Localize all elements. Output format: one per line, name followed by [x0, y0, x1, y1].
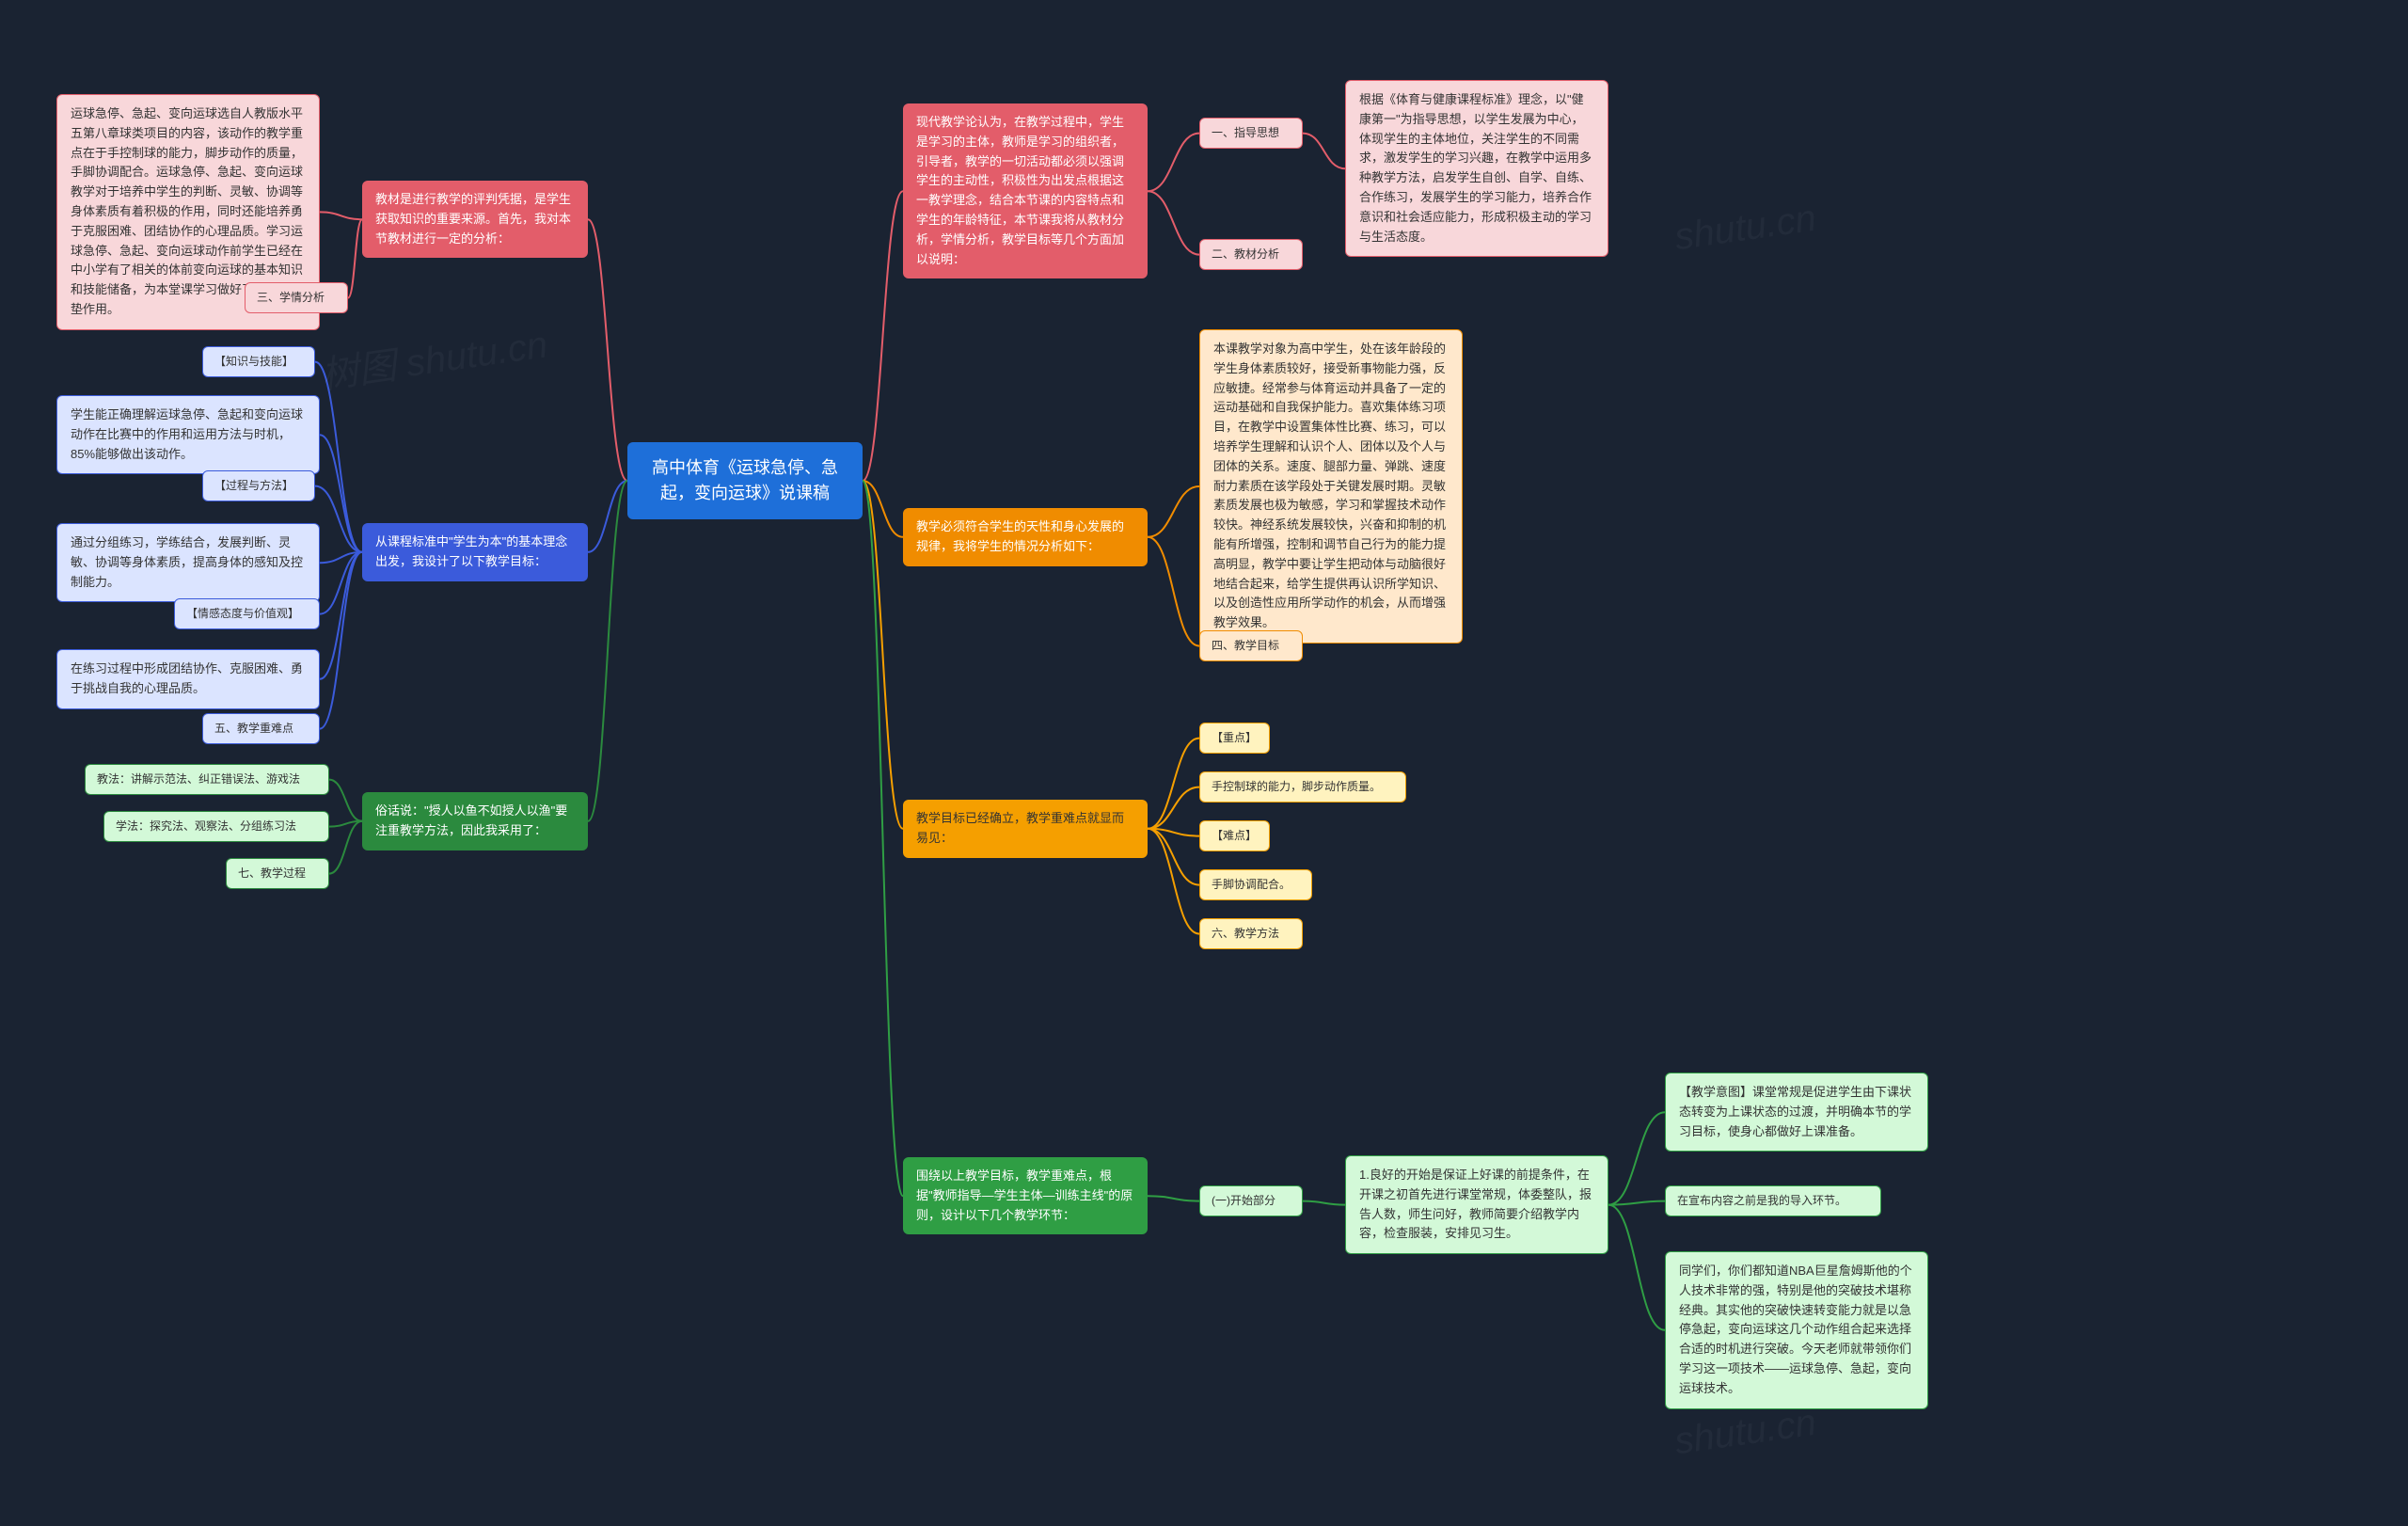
watermark: shutu.cn [1672, 198, 1819, 260]
mindmap-node[interactable]: 围绕以上教学目标，教学重难点，根据"教师指导—学生主体—训练主线"的原则，设计以… [903, 1157, 1148, 1234]
mindmap-node[interactable]: 【过程与方法】 [202, 470, 315, 501]
mindmap-node[interactable]: 四、教学目标 [1199, 630, 1303, 661]
mindmap-node[interactable]: 学法：探究法、观察法、分组练习法 [103, 811, 329, 842]
mindmap-node[interactable]: 【难点】 [1199, 820, 1270, 851]
mindmap-node[interactable]: 俗话说："授人以鱼不如授人以渔"要注重教学方法，因此我采用了： [362, 792, 588, 850]
mindmap-node[interactable]: 【重点】 [1199, 723, 1270, 754]
mindmap-node[interactable]: 从课程标准中"学生为本"的基本理念出发，我设计了以下教学目标： [362, 523, 588, 581]
mindmap-node[interactable]: 二、教材分析 [1199, 239, 1303, 270]
mindmap-root[interactable]: 高中体育《运球急停、急 起，变向运球》说课稿 [627, 442, 863, 519]
mindmap-node[interactable]: 【知识与技能】 [202, 346, 315, 377]
mindmap-node[interactable]: 本课教学对象为高中学生，处在该年龄段的学生身体素质较好，接受新事物能力强，反应敏… [1199, 329, 1463, 644]
mindmap-node[interactable]: 三、学情分析 [245, 282, 348, 313]
mindmap-node[interactable]: 学生能正确理解运球急停、急起和变向运球动作在比赛中的作用和运用方法与时机，85%… [56, 395, 320, 474]
mindmap-node[interactable]: 在宣布内容之前是我的导入环节。 [1665, 1185, 1881, 1216]
mindmap-node[interactable]: 七、教学过程 [226, 858, 329, 889]
mindmap-node[interactable]: 在练习过程中形成团结协作、克服困难、勇于挑战自我的心理品质。 [56, 649, 320, 709]
mindmap-node[interactable]: 手脚协调配合。 [1199, 869, 1312, 900]
mindmap-node[interactable]: 手控制球的能力，脚步动作质量。 [1199, 771, 1406, 803]
mindmap-node[interactable]: (一)开始部分 [1199, 1185, 1303, 1216]
mindmap-node[interactable]: 【教学意图】课堂常规是促进学生由下课状态转变为上课状态的过渡，并明确本节的学习目… [1665, 1073, 1928, 1152]
mindmap-node[interactable]: 一、指导思想 [1199, 118, 1303, 149]
mindmap-node[interactable]: 根据《体育与健康课程标准》理念，以"健康第一"为指导思想，以学生发展为中心，体现… [1345, 80, 1608, 257]
mindmap-node[interactable]: 教学目标已经确立，教学重难点就显而易见： [903, 800, 1148, 858]
mindmap-node[interactable]: 1.良好的开始是保证上好课的前提条件，在开课之初首先进行课堂常规，体委整队，报告… [1345, 1155, 1608, 1254]
mindmap-node[interactable]: 教学必须符合学生的天性和身心发展的规律，我将学生的情况分析如下： [903, 508, 1148, 566]
mindmap-node[interactable]: 现代教学论认为，在教学过程中，学生是学习的主体，教师是学习的组织者，引导者，教学… [903, 103, 1148, 278]
mindmap-node[interactable]: 五、教学重难点 [202, 713, 320, 744]
mindmap-node[interactable]: 【情感态度与价值观】 [174, 598, 320, 629]
mindmap-node[interactable]: 同学们，你们都知道NBA巨星詹姆斯他的个人技术非常的强，特别是他的突破技术堪称经… [1665, 1251, 1928, 1409]
watermark: shutu.cn [1672, 1402, 1819, 1464]
mindmap-node[interactable]: 六、教学方法 [1199, 918, 1303, 949]
mindmap-node[interactable]: 教材是进行教学的评判凭据，是学生获取知识的重要来源。首先，我对本节教材进行一定的… [362, 181, 588, 258]
mindmap-node[interactable]: 通过分组练习，学练结合，发展判断、灵敏、协调等身体素质，提高身体的感知及控制能力… [56, 523, 320, 602]
connector-lines [0, 0, 2408, 1526]
watermark: 树图 shutu.cn [317, 313, 550, 399]
mindmap-node[interactable]: 教法：讲解示范法、纠正错误法、游戏法 [85, 764, 329, 795]
